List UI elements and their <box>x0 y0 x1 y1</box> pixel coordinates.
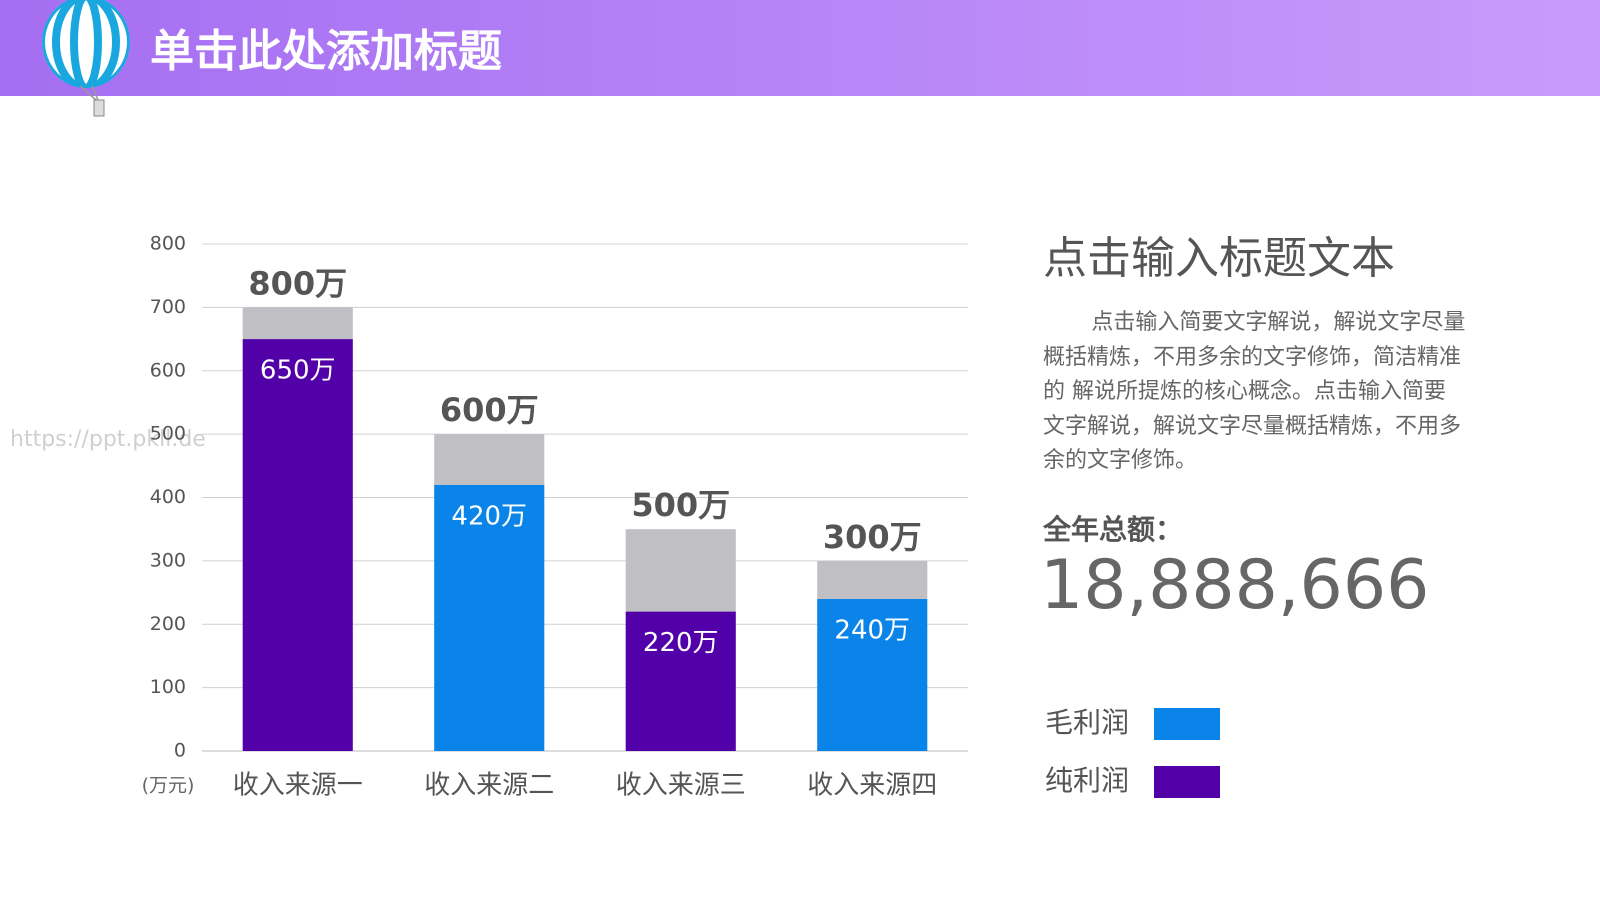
x-tick-label: 收入来源三 <box>616 771 746 801</box>
y-tick-label: 800 <box>150 233 186 255</box>
panel-title: 点击输入标题文本 <box>1043 233 1395 284</box>
bar-segment <box>434 434 545 485</box>
legend-label: 纯利润 <box>1045 764 1129 797</box>
total-annotation: 300万 <box>823 518 922 556</box>
balloon-basket <box>93 99 105 117</box>
legend-swatch <box>1154 708 1220 740</box>
bar-label: 220万 <box>643 628 719 658</box>
total-annotation: 800万 <box>248 264 347 302</box>
y-tick-label: 0 <box>174 740 186 762</box>
bar-segment <box>242 339 353 751</box>
legend-label: 毛利润 <box>1045 706 1129 739</box>
bar-label: 420万 <box>451 501 527 531</box>
total-label: 全年总额： <box>1043 513 1184 546</box>
y-tick-label: 100 <box>150 676 186 698</box>
watermark: https://ppt.pkll.de <box>10 427 206 452</box>
y-tick-label: 400 <box>150 486 186 508</box>
x-tick-label: 收入来源二 <box>424 771 554 801</box>
y-tick-label: 500 <box>150 423 186 445</box>
panel-body: 点击输入简要文字解说，解说文字尽量概括精炼，不用多余的文字修饰，简洁精准的 解说… <box>1043 310 1466 473</box>
bar-label: 240万 <box>834 615 910 645</box>
bar-label: 650万 <box>260 356 336 386</box>
bar-segment <box>625 611 736 751</box>
total-annotation: 600万 <box>440 391 539 429</box>
unit-label: (万元) <box>142 775 195 797</box>
y-tick-label: 300 <box>150 549 186 571</box>
x-tick-label: 收入来源四 <box>807 771 937 801</box>
header-bar <box>0 0 1600 96</box>
balloon-ropes <box>79 85 99 101</box>
bar-segment <box>817 560 928 599</box>
bar-segment <box>817 598 928 751</box>
y-tick-label: 200 <box>150 613 186 635</box>
header-title: 单击此处添加标题 <box>150 26 502 77</box>
bar-segment <box>625 529 736 612</box>
y-tick-label: 600 <box>150 359 186 381</box>
x-tick-label: 收入来源一 <box>233 771 363 801</box>
balloon-icon <box>42 0 130 88</box>
total-annotation: 500万 <box>631 486 730 524</box>
legend-swatch <box>1154 766 1220 798</box>
bar-segment <box>242 307 353 340</box>
total-value: 18,888,666 <box>1040 546 1430 625</box>
y-tick-label: 700 <box>150 296 186 318</box>
bar-segment <box>434 484 545 751</box>
